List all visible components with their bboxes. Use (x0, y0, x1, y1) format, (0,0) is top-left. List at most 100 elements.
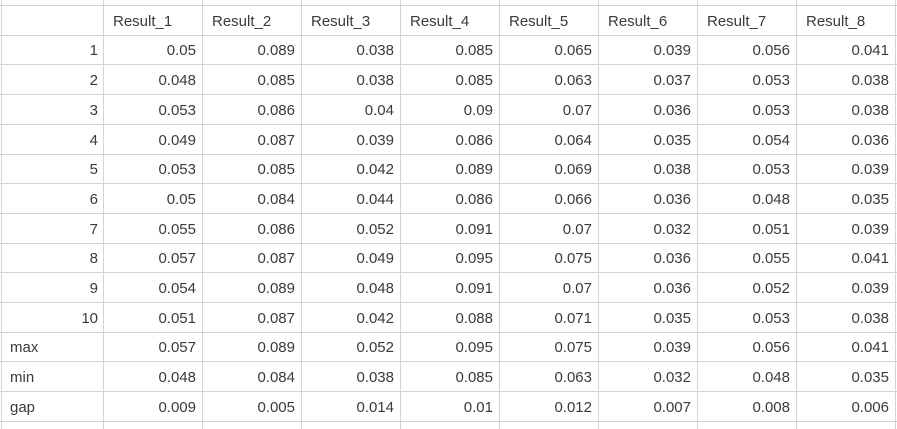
cell[interactable]: 0.088 (401, 303, 500, 333)
cell[interactable]: 0.048 (698, 184, 797, 214)
cell[interactable]: 0.039 (302, 124, 401, 155)
cell[interactable]: 0.037 (599, 65, 698, 96)
cell[interactable]: 0.085 (401, 35, 500, 66)
cell[interactable]: 0.044 (302, 184, 401, 214)
cell[interactable]: 0.053 (698, 95, 797, 125)
cell[interactable]: 0.041 (797, 332, 896, 363)
cell[interactable]: 0.086 (203, 213, 302, 244)
cell[interactable]: 0.057 (104, 243, 203, 274)
row-label[interactable]: 7 (2, 213, 104, 244)
row-label[interactable]: 3 (2, 95, 104, 125)
cell[interactable]: 0.089 (203, 332, 302, 363)
cell[interactable]: 0.041 (797, 243, 896, 274)
cell[interactable]: 0.039 (797, 154, 896, 185)
cell[interactable]: 0.075 (500, 332, 599, 363)
column-header[interactable]: Result_3 (302, 6, 401, 36)
cell[interactable]: 0.053 (698, 65, 797, 96)
cell[interactable]: 0.054 (698, 124, 797, 155)
cell[interactable]: 0.053 (698, 154, 797, 185)
cell[interactable]: 0.066 (500, 184, 599, 214)
cell[interactable]: 0.038 (302, 362, 401, 393)
cell[interactable]: 0.085 (203, 65, 302, 96)
cell[interactable]: 0.038 (302, 35, 401, 66)
row-label[interactable]: min (2, 362, 104, 393)
cell[interactable]: 0.007 (599, 392, 698, 422)
cell[interactable]: 0.035 (599, 303, 698, 333)
cell[interactable]: 0.036 (599, 184, 698, 214)
corner-cell[interactable] (2, 6, 104, 36)
cell[interactable]: 0.091 (401, 213, 500, 244)
cell[interactable]: 0.038 (797, 65, 896, 96)
cell[interactable]: 0.048 (104, 362, 203, 393)
cell[interactable]: 0.07 (500, 273, 599, 304)
cell[interactable]: 0.087 (203, 124, 302, 155)
cell[interactable]: 0.035 (797, 184, 896, 214)
row-label[interactable]: gap (2, 392, 104, 422)
cell[interactable]: 0.053 (104, 95, 203, 125)
cell[interactable]: 0.056 (698, 332, 797, 363)
cell[interactable]: 0.055 (104, 213, 203, 244)
cell[interactable]: 0.04 (302, 95, 401, 125)
cell[interactable]: 0.09 (401, 95, 500, 125)
cell[interactable]: 0.084 (203, 362, 302, 393)
cell[interactable]: 0.005 (203, 392, 302, 422)
cell[interactable]: 0.053 (698, 303, 797, 333)
cell[interactable]: 0.008 (698, 392, 797, 422)
cell[interactable]: 0.038 (302, 65, 401, 96)
cell[interactable]: 0.048 (302, 273, 401, 304)
cell[interactable]: 0.035 (599, 124, 698, 155)
cell[interactable]: 0.052 (698, 273, 797, 304)
cell[interactable]: 0.051 (698, 213, 797, 244)
cell[interactable]: 0.036 (797, 124, 896, 155)
cell[interactable]: 0.036 (599, 243, 698, 274)
cell[interactable]: 0.056 (698, 35, 797, 66)
cell[interactable]: 0.053 (104, 154, 203, 185)
cell[interactable]: 0.095 (401, 243, 500, 274)
row-label[interactable]: 4 (2, 124, 104, 155)
cell[interactable]: 0.064 (500, 124, 599, 155)
cell[interactable]: 0.085 (401, 362, 500, 393)
cell[interactable]: 0.089 (203, 35, 302, 66)
cell[interactable]: 0.035 (797, 362, 896, 393)
cell[interactable]: 0.063 (500, 65, 599, 96)
cell[interactable]: 0.01 (401, 392, 500, 422)
row-label[interactable]: 10 (2, 303, 104, 333)
cell[interactable]: 0.038 (797, 303, 896, 333)
cell[interactable]: 0.086 (401, 124, 500, 155)
cell[interactable]: 0.057 (104, 332, 203, 363)
cell[interactable]: 0.042 (302, 303, 401, 333)
row-label[interactable]: 2 (2, 65, 104, 96)
cell[interactable]: 0.036 (599, 273, 698, 304)
cell[interactable]: 0.048 (104, 65, 203, 96)
column-header[interactable]: Result_1 (104, 6, 203, 36)
cell[interactable]: 0.087 (203, 243, 302, 274)
row-label[interactable]: max (2, 332, 104, 363)
cell[interactable]: 0.006 (797, 392, 896, 422)
cell[interactable]: 0.054 (104, 273, 203, 304)
cell[interactable]: 0.075 (500, 243, 599, 274)
row-label[interactable]: 6 (2, 184, 104, 214)
cell[interactable]: 0.039 (797, 213, 896, 244)
cell[interactable]: 0.07 (500, 213, 599, 244)
cell[interactable]: 0.071 (500, 303, 599, 333)
cell[interactable]: 0.095 (401, 332, 500, 363)
column-header[interactable]: Result_2 (203, 6, 302, 36)
cell[interactable]: 0.091 (401, 273, 500, 304)
column-header[interactable]: Result_5 (500, 6, 599, 36)
cell[interactable]: 0.036 (599, 95, 698, 125)
cell[interactable]: 0.086 (203, 95, 302, 125)
column-header[interactable]: Result_7 (698, 6, 797, 36)
cell[interactable]: 0.087 (203, 303, 302, 333)
cell[interactable]: 0.055 (698, 243, 797, 274)
cell[interactable]: 0.038 (599, 154, 698, 185)
row-label[interactable]: 8 (2, 243, 104, 274)
column-header[interactable]: Result_6 (599, 6, 698, 36)
row-label[interactable]: 5 (2, 154, 104, 185)
column-header[interactable]: Result_4 (401, 6, 500, 36)
cell[interactable]: 0.07 (500, 95, 599, 125)
cell[interactable]: 0.05 (104, 184, 203, 214)
cell[interactable]: 0.052 (302, 332, 401, 363)
cell[interactable]: 0.009 (104, 392, 203, 422)
cell[interactable]: 0.085 (203, 154, 302, 185)
cell[interactable]: 0.085 (401, 65, 500, 96)
